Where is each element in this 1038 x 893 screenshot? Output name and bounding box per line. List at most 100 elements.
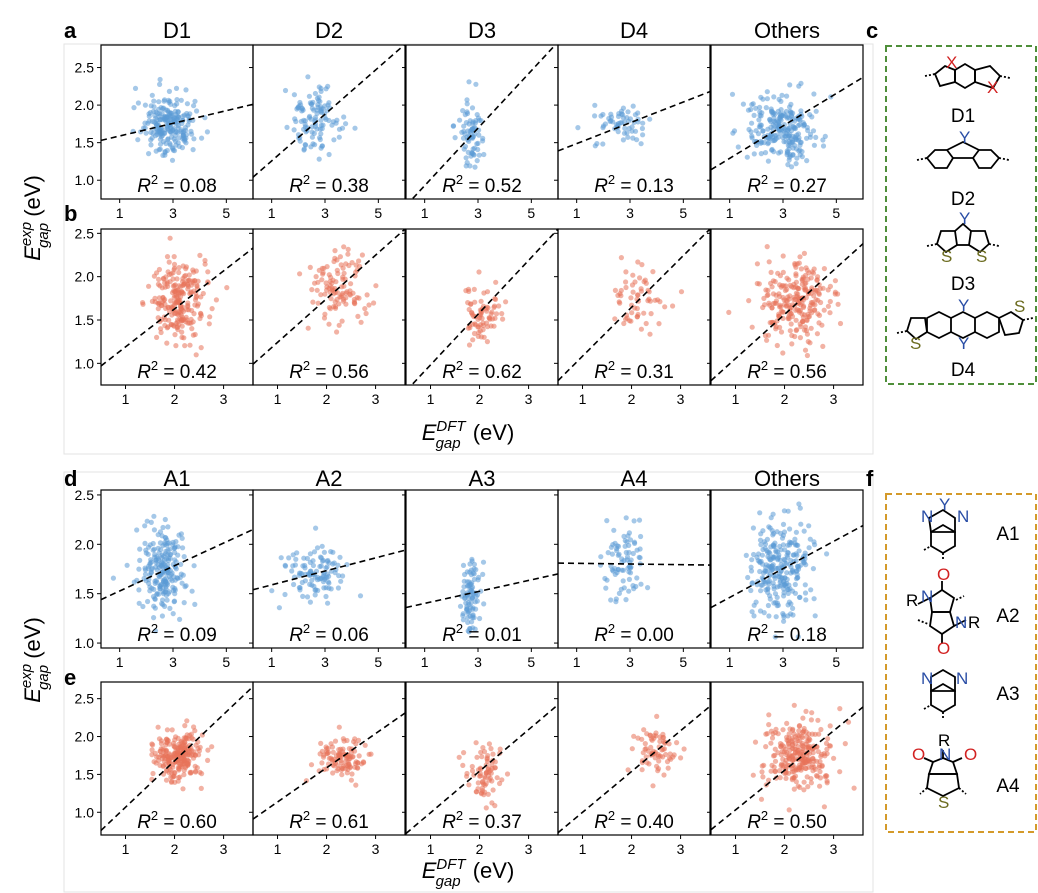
data-point xyxy=(301,117,307,123)
data-point xyxy=(807,112,813,118)
x-tick-label: 1 xyxy=(427,391,435,407)
data-point xyxy=(797,142,803,148)
data-point xyxy=(770,138,776,144)
data-point xyxy=(616,299,622,305)
data-point xyxy=(622,543,628,549)
scatter-panel-e-5: 1 2 3R2 = 0.50 xyxy=(707,681,864,857)
data-point xyxy=(821,804,828,810)
r2-symbol: R xyxy=(442,362,456,383)
fit-line xyxy=(711,524,863,609)
data-point xyxy=(749,557,755,563)
data-point xyxy=(151,104,157,110)
data-point xyxy=(485,324,491,330)
data-point xyxy=(328,586,334,592)
data-point xyxy=(795,131,802,137)
data-point xyxy=(293,118,299,125)
data-point xyxy=(636,554,642,560)
data-point xyxy=(780,269,786,275)
ylabel-bottom-sub: gap xyxy=(35,665,52,690)
column-title-a2: A2 xyxy=(316,466,343,491)
data-point xyxy=(618,255,625,261)
data-point xyxy=(140,603,146,610)
data-point xyxy=(825,303,832,309)
data-point xyxy=(473,81,479,87)
data-point xyxy=(759,769,765,775)
data-point xyxy=(623,515,629,521)
data-point xyxy=(150,547,156,553)
r2-symbol: R xyxy=(747,625,761,646)
data-point xyxy=(331,137,337,143)
r2-label: R2 = 0.13 xyxy=(594,172,674,197)
data-point xyxy=(325,83,331,89)
r2-value: = 0.56 xyxy=(768,362,827,383)
plot-frame xyxy=(557,228,711,386)
data-point xyxy=(153,115,159,121)
data-point xyxy=(784,131,790,137)
data-point xyxy=(793,529,800,535)
data-point xyxy=(764,244,770,250)
data-point xyxy=(800,748,806,754)
data-point xyxy=(311,130,317,136)
data-point xyxy=(750,525,757,531)
data-point xyxy=(182,765,189,771)
data-point xyxy=(794,307,801,313)
data-point xyxy=(635,292,641,298)
data-point xyxy=(476,574,482,581)
data-point xyxy=(166,259,172,265)
data-point xyxy=(749,324,755,330)
structure-label-a3: A3 xyxy=(996,684,1019,705)
fit-line xyxy=(711,243,863,382)
scatter-panel-d-2: 1 3 5 R2 = 0.06 xyxy=(249,489,406,670)
fit-line xyxy=(410,229,558,385)
data-point xyxy=(779,309,786,315)
data-point xyxy=(142,102,148,108)
data-point xyxy=(318,740,324,747)
data-point xyxy=(151,615,157,621)
x-tick-label: 3 xyxy=(321,205,329,221)
data-point xyxy=(460,562,467,569)
data-point xyxy=(797,505,803,511)
data-point xyxy=(643,754,649,760)
data-point xyxy=(824,551,830,557)
data-point xyxy=(806,745,812,751)
data-point xyxy=(781,301,788,307)
r2-value: = 0.27 xyxy=(768,176,827,197)
data-point xyxy=(164,114,170,120)
data-point xyxy=(168,298,174,304)
scatter-points-a-4 xyxy=(575,102,653,149)
data-point xyxy=(307,568,313,574)
data-point xyxy=(469,768,476,774)
data-point xyxy=(761,578,767,585)
data-point xyxy=(166,317,172,323)
data-point xyxy=(607,118,613,124)
data-point xyxy=(330,749,336,755)
data-point xyxy=(598,554,604,560)
data-point xyxy=(336,724,342,730)
data-point xyxy=(755,551,762,557)
data-point xyxy=(346,761,352,767)
data-point xyxy=(452,135,458,141)
data-point xyxy=(766,524,772,530)
data-point xyxy=(823,773,829,779)
data-point xyxy=(182,723,188,729)
data-point xyxy=(478,588,484,594)
data-point xyxy=(171,755,177,761)
data-point xyxy=(825,287,831,293)
data-point xyxy=(142,567,148,573)
data-point xyxy=(623,597,629,603)
data-point xyxy=(618,293,624,299)
data-point xyxy=(762,333,769,339)
data-point xyxy=(761,610,767,616)
data-point xyxy=(157,111,163,117)
data-point xyxy=(785,602,791,608)
data-point xyxy=(163,548,169,555)
data-point xyxy=(186,736,192,742)
r2-symbol: R xyxy=(747,812,761,833)
scatter-points-d-1 xyxy=(110,513,198,634)
ylabel-top-sup: exp xyxy=(18,222,35,246)
data-point xyxy=(366,302,372,308)
r2-value: = 0.01 xyxy=(463,625,522,646)
data-point xyxy=(764,731,770,737)
data-point xyxy=(152,596,158,602)
x-tick-label: 1 xyxy=(726,205,734,221)
